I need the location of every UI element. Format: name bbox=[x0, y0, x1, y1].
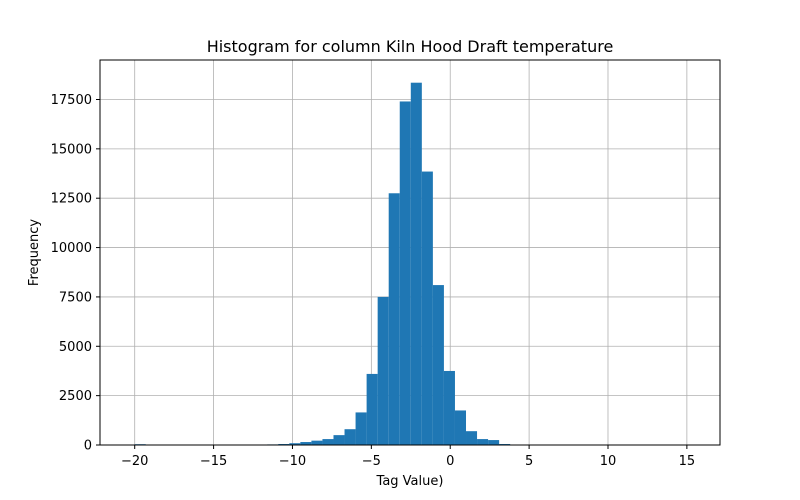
x-tick-label: 10 bbox=[600, 454, 617, 469]
y-axis-ticks: 0 2500 5000 7500 10000 12500 15000 17500 bbox=[51, 93, 100, 454]
plot-frame bbox=[99, 59, 721, 446]
histogram-bar bbox=[466, 431, 478, 445]
histogram-bar bbox=[488, 440, 500, 445]
x-tick-label: −15 bbox=[200, 454, 227, 469]
y-tick-label: 0 bbox=[84, 439, 92, 454]
y-tick-label: 15000 bbox=[51, 142, 92, 157]
chart-title: Histogram for column Kiln Hood Draft tem… bbox=[207, 37, 614, 56]
histogram-bar bbox=[443, 370, 455, 445]
histogram-bar bbox=[311, 440, 323, 445]
x-tick-label: −20 bbox=[121, 454, 148, 469]
y-tick-label: 5000 bbox=[59, 340, 92, 355]
x-tick-label: 5 bbox=[525, 454, 533, 469]
y-axis-title: Frequency bbox=[27, 219, 42, 286]
histogram-bar bbox=[344, 429, 356, 445]
histogram-bar bbox=[366, 373, 378, 445]
histogram-bar bbox=[333, 435, 345, 445]
histogram-bar bbox=[399, 101, 411, 445]
histogram-bar bbox=[377, 296, 389, 445]
histogram-bar bbox=[421, 171, 433, 446]
x-axis-title: Tag Value) bbox=[376, 474, 444, 489]
histogram-bar bbox=[388, 193, 400, 445]
histogram-bar bbox=[477, 439, 489, 445]
histogram-bar bbox=[432, 285, 444, 445]
x-tick-label: 15 bbox=[679, 454, 696, 469]
x-axis-ticks: −20 −15 −10 −5 0 5 10 15 bbox=[121, 445, 695, 469]
histogram-bar bbox=[454, 410, 467, 445]
y-tick-label: 17500 bbox=[51, 93, 92, 108]
histogram-bar bbox=[322, 439, 334, 445]
x-tick-label: −10 bbox=[279, 454, 306, 469]
histogram-bar bbox=[355, 412, 367, 445]
histogram-bar bbox=[300, 442, 312, 445]
y-tick-label: 2500 bbox=[59, 389, 92, 404]
x-tick-label: 0 bbox=[446, 454, 454, 469]
histogram-bar bbox=[410, 82, 422, 445]
y-tick-label: 10000 bbox=[51, 241, 92, 256]
y-tick-label: 7500 bbox=[59, 290, 92, 305]
histogram-bars bbox=[134, 82, 698, 446]
histogram-bar bbox=[289, 443, 301, 445]
y-tick-label: 12500 bbox=[51, 192, 92, 207]
x-tick-label: −5 bbox=[362, 454, 381, 469]
